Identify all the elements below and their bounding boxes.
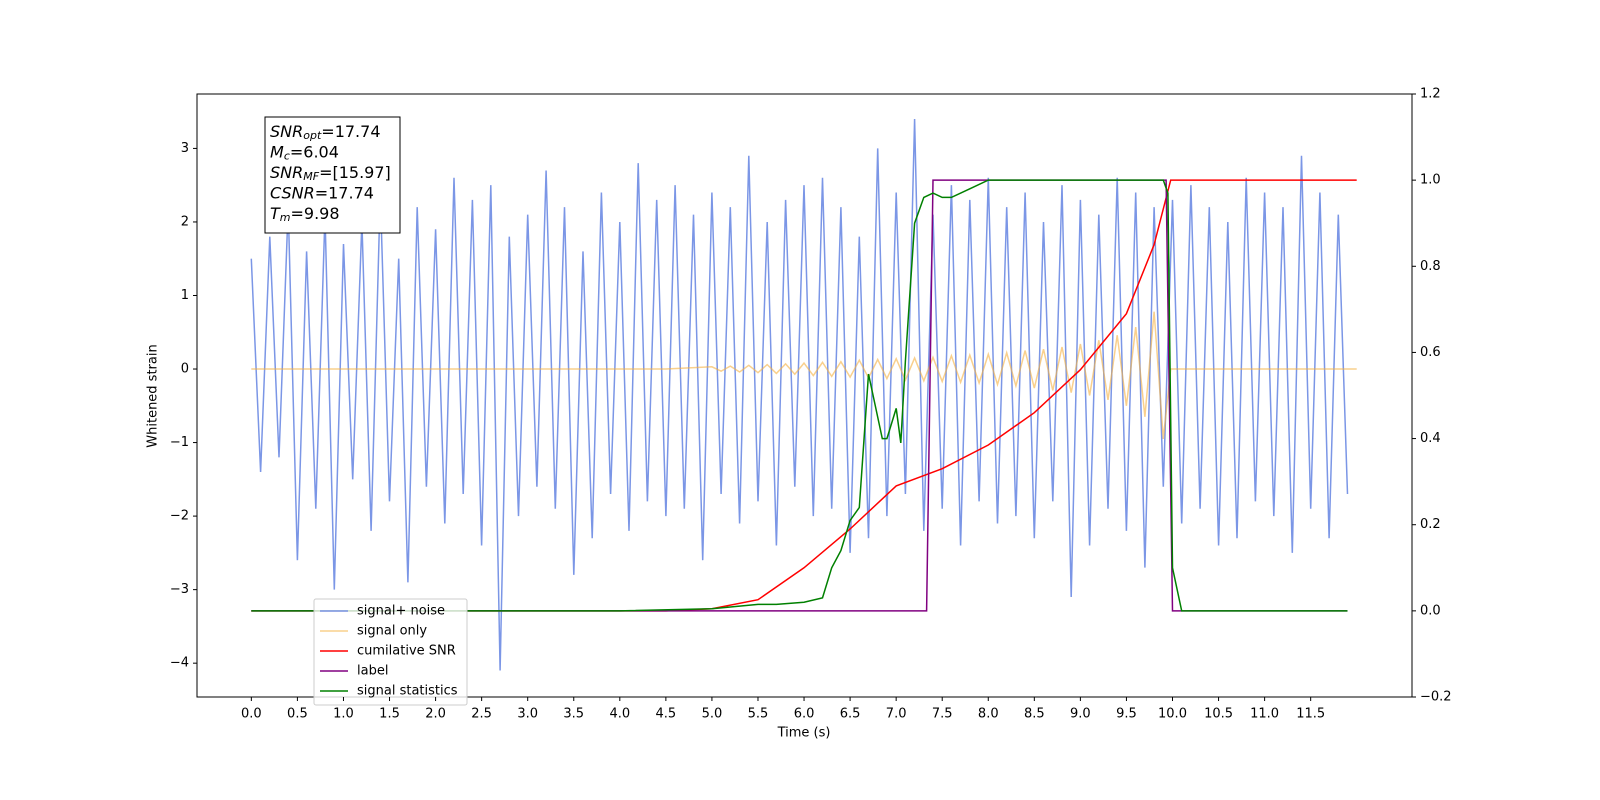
x-tick-label: 6.0 bbox=[794, 707, 815, 722]
x-tick-label: 0.0 bbox=[241, 707, 262, 722]
x-tick-label: 5.0 bbox=[702, 707, 723, 722]
annotation-rest: =6.04 bbox=[290, 142, 339, 161]
x-tick-label: 10.5 bbox=[1204, 707, 1233, 722]
annotation-sub: MF bbox=[303, 170, 319, 183]
legend: signal+ noise signal only cumilative SNR la… bbox=[313, 598, 468, 706]
x-tick-label: 1.0 bbox=[333, 707, 354, 722]
legend-label: cumilative SNR bbox=[357, 644, 456, 659]
y2-tick-label: 1.0 bbox=[1420, 173, 1441, 188]
x-tick-label: 3.5 bbox=[563, 707, 584, 722]
y2-tick-label: 0.0 bbox=[1420, 603, 1441, 618]
annotation-box bbox=[264, 116, 401, 234]
annotation-base: M bbox=[270, 142, 284, 161]
x-tick-label: 7.5 bbox=[932, 707, 953, 722]
annotation-line: SNRopt=17.74 bbox=[270, 122, 381, 143]
x-tick-label: 4.0 bbox=[609, 707, 630, 722]
x-tick-label: 7.0 bbox=[886, 707, 907, 722]
annotation-rest: =17.74 bbox=[321, 122, 380, 141]
y-tick-label: −1 bbox=[170, 435, 189, 450]
x-tick-label: 2.0 bbox=[425, 707, 446, 722]
y-tick-label: −2 bbox=[170, 509, 189, 524]
annotation-line: Tm=9.98 bbox=[270, 204, 340, 225]
y-tick-label: −4 bbox=[170, 656, 189, 671]
plot-area bbox=[250, 118, 1357, 671]
legend-label: signal statistics bbox=[357, 684, 458, 699]
annotation-sub: m bbox=[280, 211, 291, 224]
y2-tick-label: 0.4 bbox=[1420, 431, 1441, 446]
x-axis-label: Time (s) bbox=[777, 726, 831, 741]
series-line bbox=[250, 118, 1349, 671]
annotation-base: SNR bbox=[270, 122, 303, 141]
x-tick-label: 2.5 bbox=[471, 707, 492, 722]
annotation-sub: opt bbox=[303, 129, 322, 142]
annotation: SNRopt=17.74Mc=6.04SNRMF=[15.97]CSNR=17.… bbox=[264, 116, 401, 234]
y-axis-label: Whitened strain bbox=[146, 344, 161, 447]
x-tick-label: 11.0 bbox=[1250, 707, 1279, 722]
y2-tick-label: 0.8 bbox=[1420, 259, 1441, 274]
annotation-line: SNRMF=[15.97] bbox=[270, 163, 391, 184]
annotation-rest: =[15.97] bbox=[319, 163, 391, 182]
x-tick-label: 11.5 bbox=[1296, 707, 1325, 722]
legend-label: signal+ noise bbox=[357, 604, 445, 619]
legend-box bbox=[313, 598, 468, 706]
series-line bbox=[251, 311, 1357, 439]
annotation-base: T bbox=[270, 204, 281, 223]
x-tick-label: 0.5 bbox=[287, 707, 308, 722]
annotation-base: SNR bbox=[270, 163, 303, 182]
y-tick-label: 1 bbox=[181, 288, 189, 303]
x-tick-label: 1.5 bbox=[379, 707, 400, 722]
x-tick-label: 9.0 bbox=[1070, 707, 1091, 722]
legend-label: label bbox=[357, 664, 388, 679]
annotation-sub: c bbox=[284, 150, 290, 163]
annotation-rest: =17.74 bbox=[315, 183, 374, 202]
y-tick-label: 2 bbox=[181, 214, 189, 229]
annotation-line: CSNR=17.74 bbox=[270, 183, 374, 202]
y2-tick-label: 0.6 bbox=[1420, 345, 1441, 360]
legend-label: signal only bbox=[357, 624, 427, 639]
y-tick-label: 3 bbox=[181, 141, 189, 156]
series-line bbox=[251, 179, 1348, 612]
x-tick-label: 9.5 bbox=[1116, 707, 1137, 722]
x-tick-label: 3.0 bbox=[517, 707, 538, 722]
x-tick-label: 10.0 bbox=[1158, 707, 1187, 722]
x-tick-label: 8.0 bbox=[978, 707, 999, 722]
y-tick-label: −3 bbox=[170, 582, 189, 597]
annotation-line: Mc=6.04 bbox=[270, 142, 339, 163]
x-tick-label: 5.5 bbox=[748, 707, 769, 722]
y2-tick-label: −0.2 bbox=[1420, 690, 1452, 705]
y-tick-label: 0 bbox=[181, 362, 189, 377]
y2-tick-label: 1.2 bbox=[1420, 87, 1441, 102]
series-line bbox=[251, 179, 1357, 612]
x-tick-label: 4.5 bbox=[656, 707, 677, 722]
annotation-rest: =9.98 bbox=[291, 204, 340, 223]
x-tick-label: 8.5 bbox=[1024, 707, 1045, 722]
x-tick-label: 6.5 bbox=[840, 707, 861, 722]
y2-tick-label: 0.2 bbox=[1420, 517, 1441, 532]
annotation-base: CSNR bbox=[270, 183, 315, 202]
